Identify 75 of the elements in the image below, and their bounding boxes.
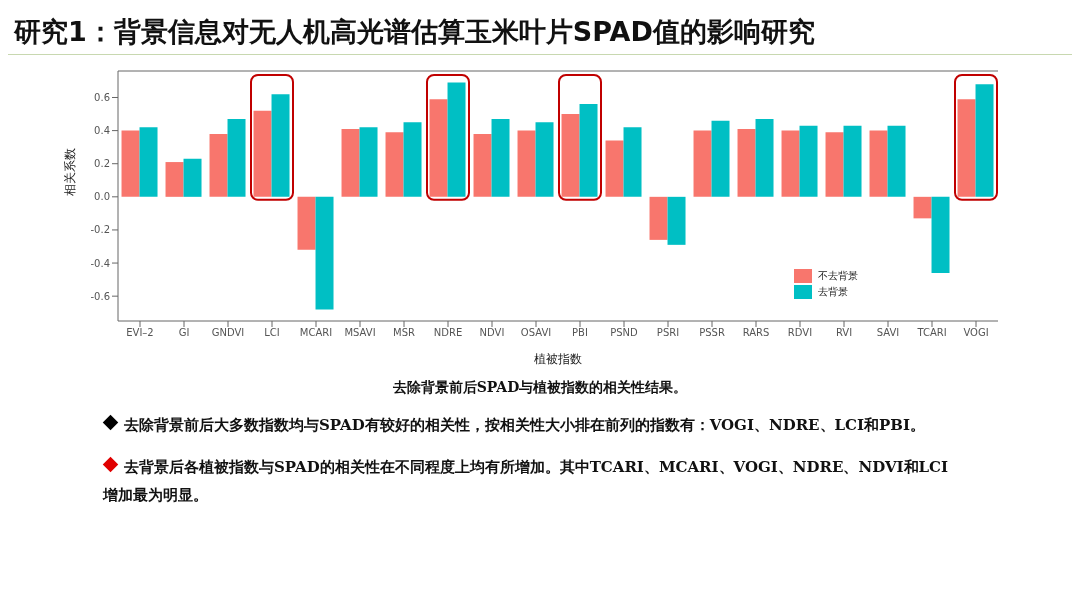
bar [139, 127, 158, 197]
bar [165, 162, 184, 197]
bar [403, 122, 422, 197]
bar [359, 127, 378, 197]
x-tick-label: PSSR [699, 327, 725, 339]
x-tick-label: GNDVI [211, 327, 245, 339]
bar [913, 196, 932, 219]
legend-label: 不去背景 [818, 269, 858, 283]
y-tick-label: -0.2 [90, 224, 110, 236]
bar [253, 110, 272, 197]
bar [957, 99, 976, 197]
bar [385, 132, 404, 197]
bar [183, 158, 202, 197]
x-tick-label: OSAVI [520, 327, 552, 339]
chart-title: 研究1：背景信息对无人机高光谱估算玉米叶片SPAD值的影响研究 [8, 8, 1072, 55]
legend-label: 去背景 [818, 285, 848, 299]
bar [781, 130, 800, 197]
x-tick-label: MSR [393, 327, 416, 339]
bar [271, 94, 290, 197]
x-tick-label: NDRE [433, 327, 463, 339]
bar [711, 120, 730, 197]
bar [227, 119, 246, 197]
bar [843, 125, 862, 197]
bar [121, 130, 140, 197]
y-tick-label: -0.4 [90, 257, 110, 269]
x-tick-label: EVI–2 [126, 327, 154, 339]
bar [667, 196, 686, 245]
x-tick-label: TCARI [916, 327, 947, 339]
x-axis-title: 植被指数 [534, 352, 582, 366]
bar [931, 196, 950, 273]
y-axis-title: 相关系数 [63, 148, 78, 196]
bar [535, 122, 554, 197]
y-tick-label: 0.2 [94, 158, 110, 170]
x-tick-label: VOGI [963, 327, 989, 339]
text: 去除背景前后大多数指数均与SPAD有较好的相关性，按相关性大小排在前列的指数有：VOGI、NDRE、LCI和PBI。 [123, 415, 927, 436]
y-tick-label: 0.6 [94, 92, 110, 104]
y-tick-label: 0.4 [94, 125, 110, 137]
bar [605, 140, 624, 197]
x-tick-label: RARS [742, 327, 770, 339]
bar [209, 133, 228, 197]
bar [649, 196, 668, 240]
x-tick-label: PSND [610, 327, 639, 339]
bar [491, 119, 510, 197]
bar [561, 114, 580, 197]
bar [473, 133, 492, 197]
x-tick-label: NDVI [479, 327, 505, 339]
bar [315, 196, 334, 310]
bar [799, 125, 818, 197]
bar [517, 130, 536, 197]
bar [737, 128, 756, 197]
bar [693, 130, 712, 197]
x-tick-label: LCI [264, 327, 280, 339]
x-tick-label: SAVI [876, 327, 900, 339]
text: 去除背景前后SPAD与植被指数的相关性结果。 [391, 379, 689, 397]
bar [755, 119, 774, 197]
x-tick-label: PBI [572, 327, 588, 339]
bar [825, 132, 844, 197]
text: 去背景后各植被指数与SPAD的相关性在不同程度上均有所增加。其中TCARI、MCARI、VOGI、NDRE、NDVI和LCI增加最为明显。 [103, 457, 950, 506]
y-tick-label: 0.0 [94, 191, 110, 203]
bar [341, 128, 360, 197]
bar [887, 125, 906, 197]
x-tick-label: GI [178, 327, 190, 339]
bar [579, 104, 598, 197]
bar [975, 84, 994, 197]
x-tick-label: MSAVI [344, 327, 376, 339]
y-tick-label: -0.6 [90, 290, 110, 302]
x-tick-label: MCARI [299, 327, 333, 339]
bar [297, 196, 316, 250]
x-tick-label: RVI [835, 327, 853, 339]
x-tick-label: PSRI [656, 327, 680, 339]
bar [447, 82, 466, 197]
bar [869, 130, 888, 197]
bar [429, 99, 448, 197]
bar [623, 127, 642, 197]
x-tick-label: RDVI [787, 327, 813, 339]
